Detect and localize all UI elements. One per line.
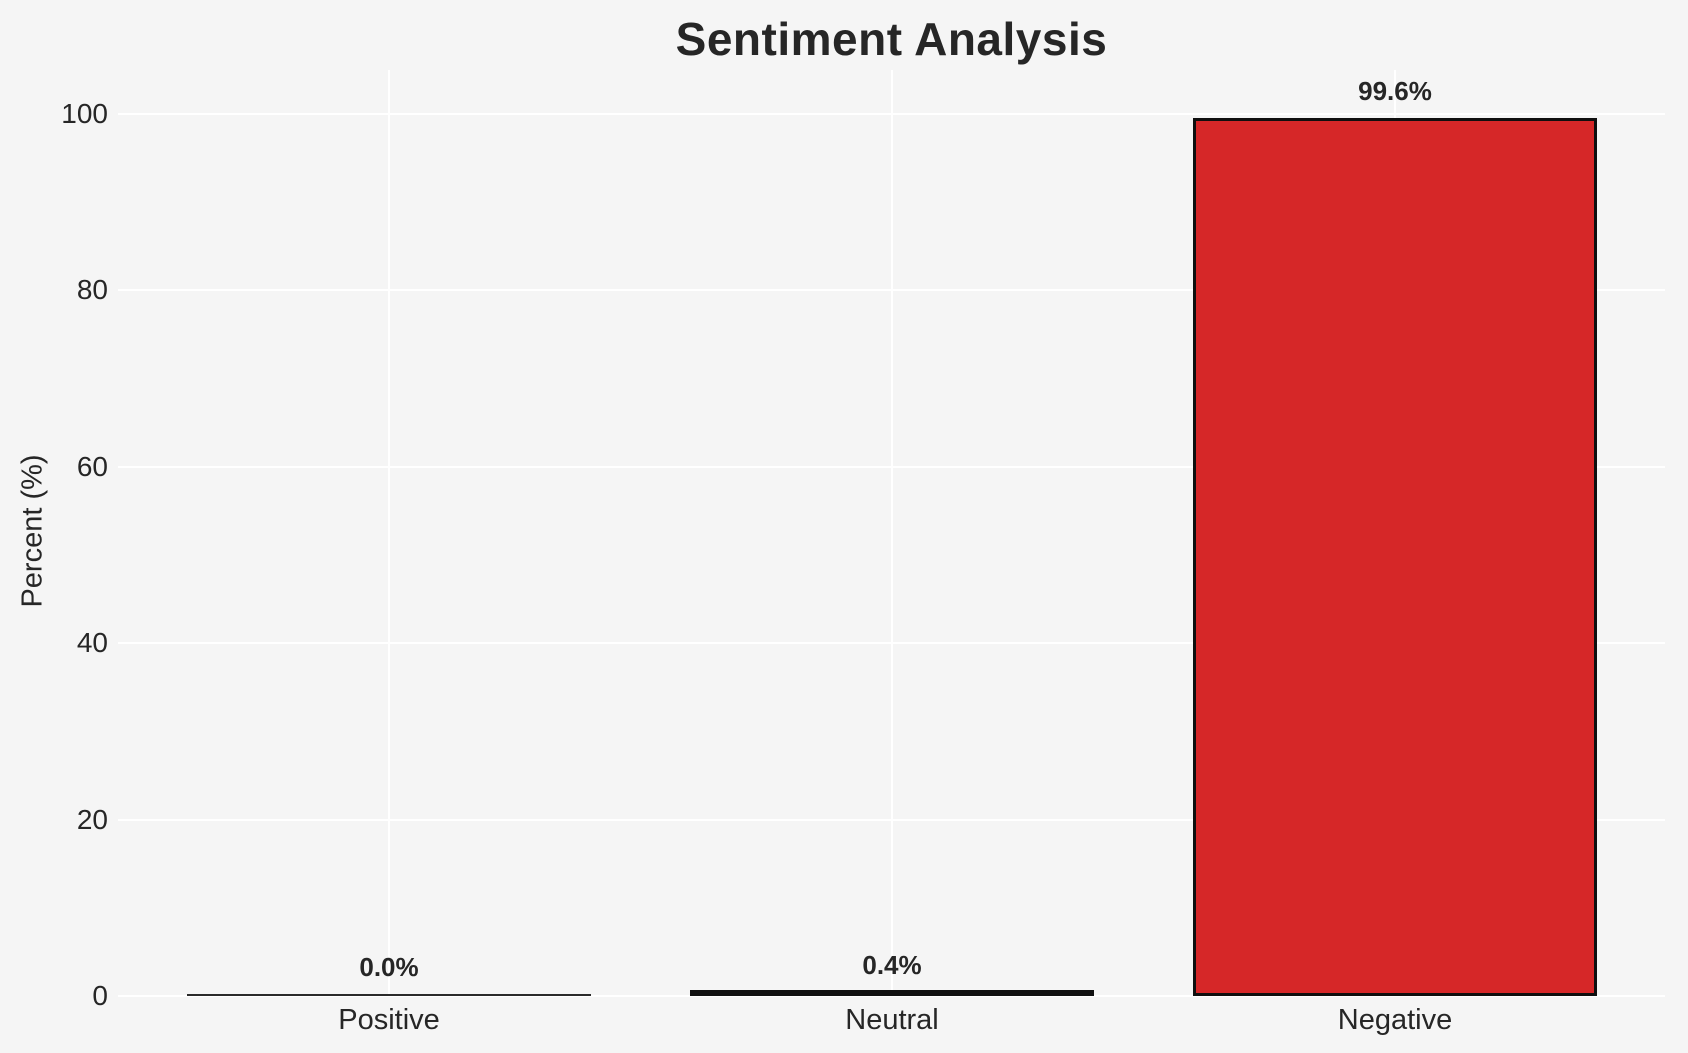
gridline-vertical-neutral (891, 70, 893, 996)
x-tick-label-neutral: Neutral (845, 1004, 939, 1036)
y-tick-label: 100 (61, 98, 108, 130)
y-tick-label: 20 (76, 803, 108, 835)
y-tick-label: 80 (76, 274, 108, 306)
y-tick-label: 60 (76, 450, 108, 482)
y-tick-label: 0 (92, 980, 108, 1011)
x-tick-label-negative: Negative (1337, 1004, 1453, 1036)
gridline-horizontal-0 (118, 995, 1665, 997)
bar-positive (187, 994, 591, 996)
bar-negative (1193, 118, 1597, 996)
chart-title: Sentiment Analysis (675, 13, 1108, 65)
bar-value-label: 0.0% (359, 952, 419, 982)
bar-value-label: 99.6% (1358, 75, 1432, 106)
y-tick-label: 40 (76, 627, 108, 659)
x-tick-label-positive: Positive (338, 1004, 440, 1036)
gridline-vertical-positive (388, 70, 390, 996)
bar-neutral (690, 990, 1094, 996)
bar-value-label: 0.4% (862, 950, 922, 981)
plot-area: 0.0% 0.4% 99.6% (118, 70, 1665, 997)
